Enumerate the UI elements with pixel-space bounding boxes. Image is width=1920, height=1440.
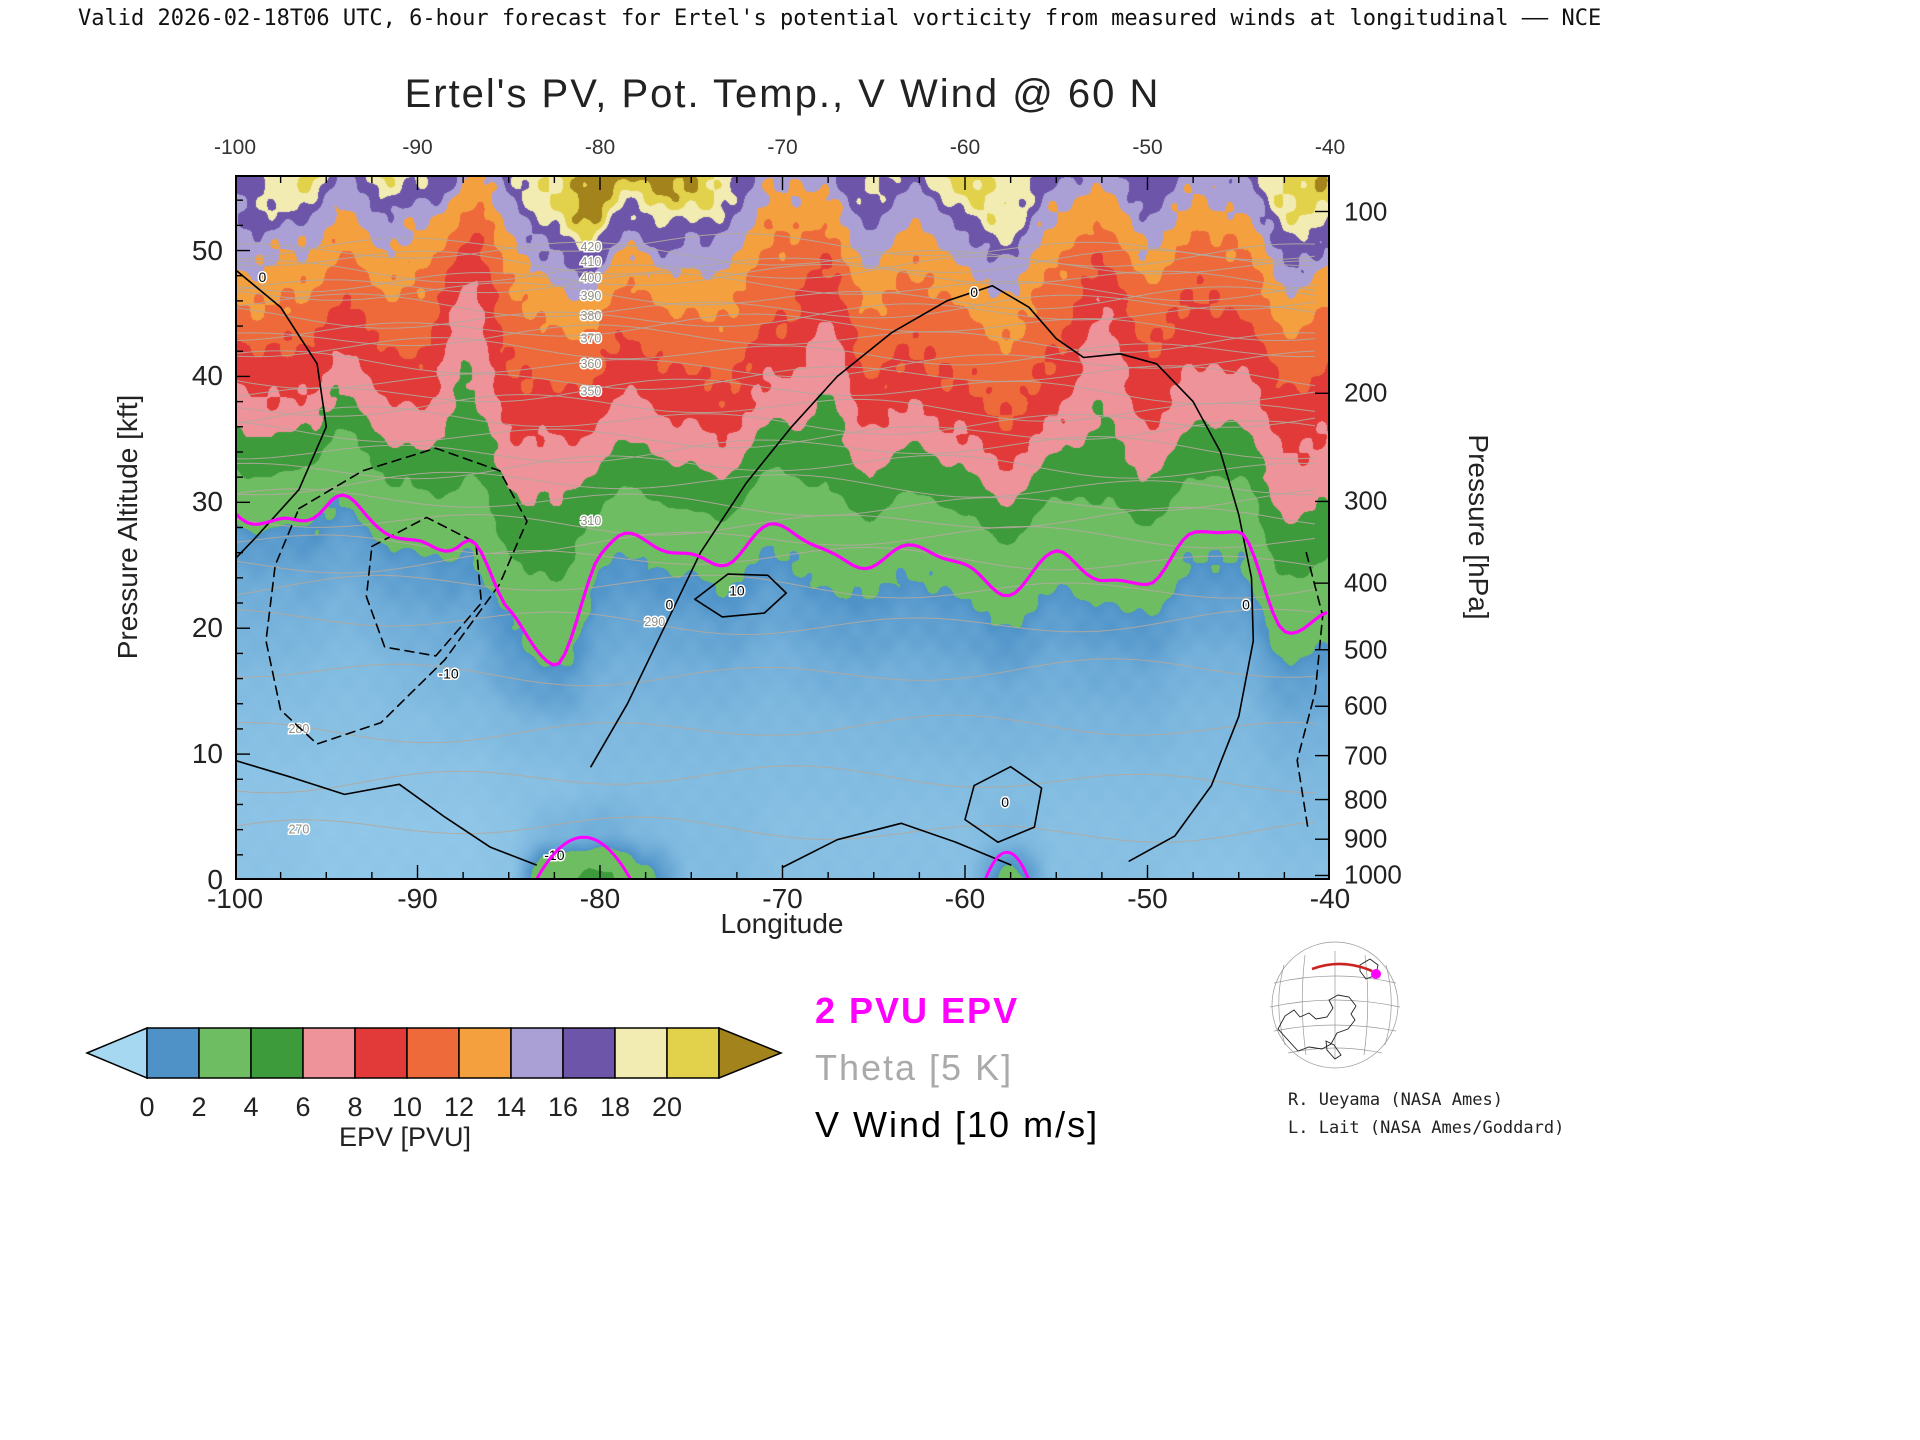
tick-label: 100 [1344,196,1388,226]
svg-text:2: 2 [191,1092,206,1122]
tick-label: -60 [944,883,986,914]
svg-text:10: 10 [729,582,745,598]
tick-label: 0 [207,864,223,895]
svg-text:-10: -10 [438,666,458,682]
svg-text:390: 390 [580,289,601,303]
legend-item-2pvu: 2 PVU EPV [815,990,1020,1031]
tick-label: -70 [762,883,803,914]
tick-label: 700 [1344,740,1388,771]
tick-label: -100 [213,136,257,159]
svg-text:0: 0 [139,1092,154,1122]
svg-text:0: 0 [970,284,978,300]
colorbar: 0 2 4 6 8 10 12 14 16 18 20 [85,1022,805,1129]
validity-header: Valid 2026-02-18T06 UTC, 6-hour forecast… [78,6,1602,31]
svg-text:0: 0 [258,269,266,285]
map-location-dot [1371,969,1381,979]
svg-text:0: 0 [1001,794,1009,810]
credit-line-1: R. Ueyama (NASA Ames) [1288,1090,1503,1110]
legend-item-theta: Theta [5 K] [815,1047,1014,1088]
svg-text:20: 20 [652,1092,682,1122]
contour-legend: 2 PVU EPV Theta [5 K] V Wind [10 m/s] [815,982,1099,1153]
tick-label: -40 [1314,136,1346,159]
tick-label: 400 [1344,567,1388,598]
tick-label: -50 [1127,883,1168,914]
svg-text:310: 310 [580,514,601,528]
tick-label: -90 [397,883,438,914]
y-right-axis-label: Pressure [hPa] [1463,434,1494,620]
y-left-axis-label: Pressure Altitude [kft] [112,394,143,660]
tick-label: -80 [579,883,621,914]
credits: R. Ueyama (NASA Ames) L. Lait (NASA Ames… [1288,1086,1564,1142]
tick-label: 10 [191,738,223,770]
tick-label: -70 [767,136,798,159]
svg-text:0: 0 [1242,596,1250,612]
tick-label: 1000 [1344,859,1402,890]
tick-label: 40 [191,360,223,392]
tick-label: 200 [1344,377,1388,408]
legend-item-vwind: V Wind [10 m/s] [815,1104,1100,1145]
svg-text:12: 12 [444,1092,474,1122]
chart-title: Ertel's PV, Pot. Temp., V Wind @ 60 N [404,72,1161,116]
svg-text:10: 10 [392,1092,422,1122]
plot-area: 270 280 290 310 350 360 370 380 390 400 410 420 0 -10… [235,175,1330,880]
svg-text:270: 270 [288,823,309,837]
tick-label: -100 [206,883,264,914]
tick-label: 600 [1344,690,1388,721]
tick-label: -40 [1309,883,1351,914]
tick-label: 30 [191,486,223,518]
svg-text:18: 18 [600,1092,630,1122]
svg-text:4: 4 [243,1092,258,1122]
tick-label: 900 [1344,823,1388,854]
map-coastlines [1277,958,1379,1060]
svg-text:0: 0 [665,596,673,612]
svg-text:380: 380 [580,309,601,323]
tick-label: 300 [1344,485,1388,516]
svg-text:6: 6 [295,1092,310,1122]
tick-label: -50 [1132,136,1163,159]
tick-label: 500 [1344,634,1388,665]
svg-text:350: 350 [580,385,601,399]
credit-line-2: L. Lait (NASA Ames/Goddard) [1288,1118,1565,1138]
tick-label: 50 [191,234,223,266]
svg-text:16: 16 [548,1092,578,1122]
x-axis-label: Longitude [720,908,844,939]
tick-label: 20 [191,612,223,644]
svg-text:14: 14 [496,1092,526,1122]
svg-text:290: 290 [644,615,665,629]
tick-label: -90 [402,136,433,159]
svg-text:410: 410 [580,255,601,269]
inset-map [1269,941,1401,1069]
tick-label: 800 [1344,784,1388,815]
tick-label: -60 [949,136,981,159]
svg-text:360: 360 [580,357,601,371]
map-graticule [1269,941,1401,1069]
svg-text:420: 420 [580,240,601,254]
svg-text:8: 8 [347,1092,362,1122]
colorbar-scale: 0 2 4 6 8 10 12 14 16 18 20 [85,1026,784,1122]
colorbar-label: EPV [PVU] [338,1122,472,1152]
svg-text:280: 280 [288,722,309,736]
map-flight-track [1311,962,1373,973]
tick-label: -80 [584,136,616,159]
svg-text:400: 400 [580,271,601,285]
svg-text:370: 370 [580,332,601,346]
